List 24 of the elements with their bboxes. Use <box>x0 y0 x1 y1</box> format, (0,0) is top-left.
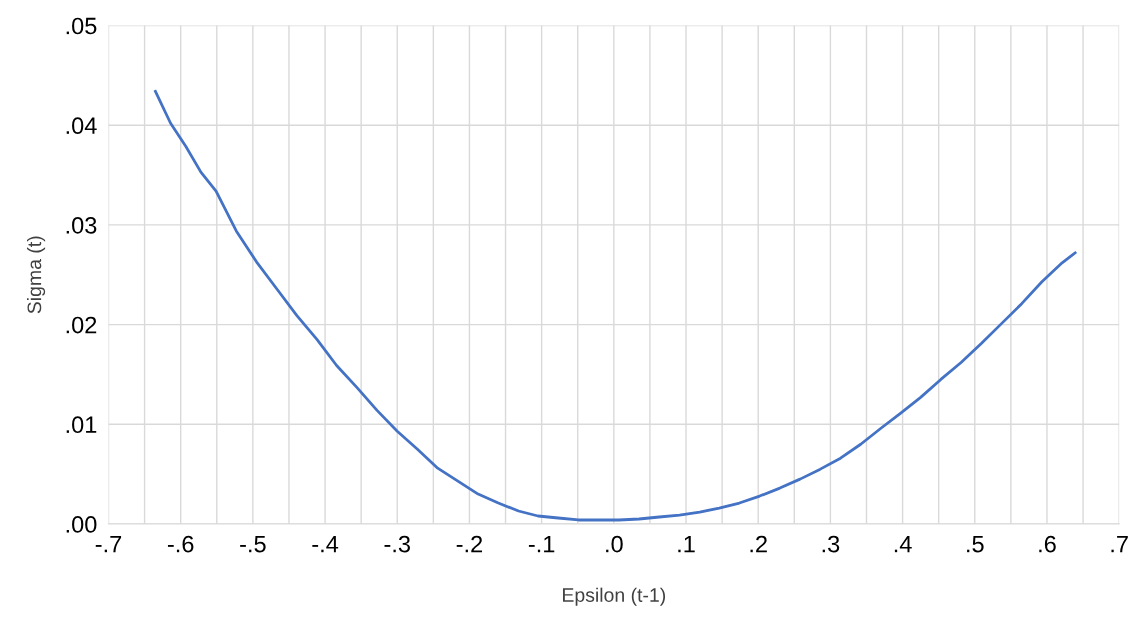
x-tick-label: .1 <box>678 535 695 553</box>
x-tick-label: -.3 <box>384 535 410 553</box>
x-tick-label: .4 <box>894 535 912 553</box>
x-tick-label: -.2 <box>456 535 483 553</box>
x-tick-label: .6 <box>1039 535 1056 553</box>
y-tick-label: .05 <box>66 17 97 35</box>
y-tick-label: .01 <box>66 416 97 434</box>
x-tick-label: -.1 <box>528 535 555 553</box>
x-tick-label: -.5 <box>240 535 266 553</box>
x-tick-label: .7 <box>1111 535 1128 553</box>
line-series <box>154 89 1077 522</box>
x-tick-label: -.7 <box>95 535 122 553</box>
y-tick-label: .02 <box>66 316 97 334</box>
y-tick-label: .03 <box>66 217 97 234</box>
y-tick-label: .04 <box>66 117 97 135</box>
y-axis-title: Sigma (t) <box>26 236 46 314</box>
x-tick-label: .2 <box>750 535 767 553</box>
x-tick-label: .3 <box>822 535 840 553</box>
y-tick-label: .00 <box>66 516 97 533</box>
x-tick-label: .0 <box>606 535 623 553</box>
x-tick-label: -.4 <box>312 535 339 553</box>
x-axis-title: Epsilon (t-1) <box>563 587 666 606</box>
x-tick-label: .5 <box>967 535 984 553</box>
x-tick-label: -.6 <box>167 535 194 553</box>
